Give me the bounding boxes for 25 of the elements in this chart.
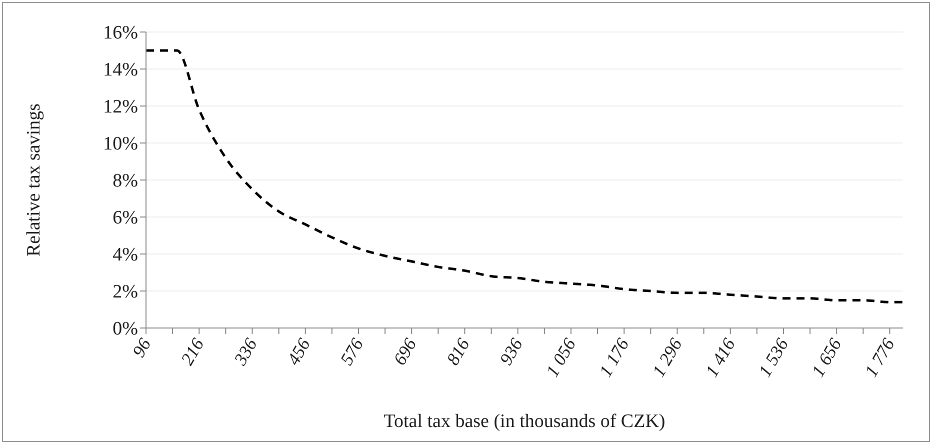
y-tick-label: 16%: [103, 22, 138, 44]
y-tick-label: 6%: [112, 208, 138, 229]
x-tick-label: 1 176: [595, 335, 633, 380]
y-tick-label: 14%: [103, 60, 138, 81]
x-tick-label: 1 416: [701, 335, 740, 380]
y-tick-label: 12%: [103, 96, 138, 118]
x-tick-label: 216: [176, 335, 208, 368]
y-tick-label: 4%: [112, 244, 138, 266]
y-tick-label: 8%: [112, 170, 138, 192]
x-tick-label: 456: [283, 335, 314, 368]
x-tick-label: 1 296: [648, 335, 686, 380]
x-tick-label: 816: [442, 335, 474, 368]
line-series: [146, 49, 903, 304]
y-tick-label: 2%: [112, 282, 138, 303]
y-axis-title: Relative tax savings: [24, 103, 45, 257]
y-tick-label: 10%: [103, 134, 138, 155]
x-tick-label: 1 056: [542, 335, 580, 380]
x-axis-title: Total tax base (in thousands of CZK): [384, 411, 666, 432]
x-tick-label: 936: [496, 335, 527, 368]
x-tick-label: 1 776: [860, 335, 898, 380]
x-tick-label: 696: [389, 335, 420, 368]
x-tick-label: 336: [230, 335, 261, 370]
x-tick-label: 1 656: [808, 335, 846, 380]
x-tick-label: 576: [336, 335, 368, 368]
x-tick-label: 1 536: [754, 335, 792, 380]
